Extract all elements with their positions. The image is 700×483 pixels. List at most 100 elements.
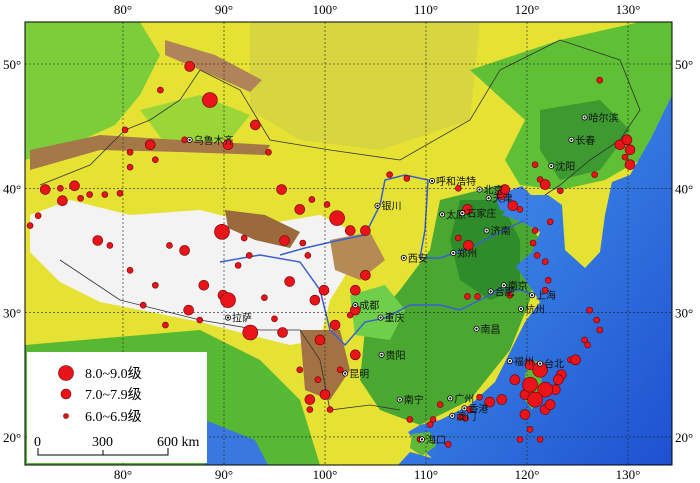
city: 南宁 [396,394,424,407]
city-marker-dot [430,179,434,182]
earthquake-marker-class-2 [314,334,326,346]
lat-label-right: 50° [675,57,693,72]
earthquake-marker-class-1 [323,201,331,208]
city-label: 北京 [484,184,504,197]
earthquake-marker-class-1 [541,258,549,265]
altai-range [165,40,262,92]
earthquake-marker-class-1 [306,406,314,413]
earthquake-marker-class-1 [584,341,591,349]
earthquake-marker-class-1 [126,148,134,156]
tianshan-range [30,135,270,170]
earthquake-marker-class-2 [360,270,371,281]
scale-label-600: 600 km [157,435,200,450]
lon-label-top: 100° [313,2,338,17]
earthquake-marker-class-1 [106,242,114,249]
earthquake-marker-class-1 [533,252,541,259]
city-label: 福州 [514,355,534,368]
earthquake-marker-class-1 [152,156,159,164]
city-marker-dot [550,164,553,168]
city: 长春 [568,135,595,147]
lat-label-right: 20° [675,430,693,445]
city: 沈阳 [548,160,575,173]
legend-symbol-small [63,413,69,419]
earthquake-marker-class-1 [261,294,268,301]
earthquake-marker-class-2 [183,304,194,316]
earthquake-marker-class-3 [214,224,230,240]
earthquake-marker-class-2 [319,389,331,400]
earthquake-marker-class-1 [308,196,316,203]
terrain [25,22,672,465]
lon-label-bottom: 80° [114,467,132,482]
city-marker-dot [485,229,488,232]
earthquake-marker-class-2 [144,139,156,151]
earthquake-marker-class-1 [152,281,159,289]
city-label: 呼和浩特 [436,176,476,188]
lon-label-top: 110° [414,2,438,17]
earthquake-marker-class-3 [522,376,538,393]
city-marker-dot [402,256,405,260]
earthquake-marker-class-1 [26,222,34,229]
city: 杭州 [517,303,545,316]
city: 台北 [537,358,564,371]
city-marker-dot [452,251,455,255]
map-frame [24,21,673,466]
earthquake-marker-class-2 [92,235,104,246]
hainan-island [410,432,436,456]
earthquake-marker-class-1 [234,262,242,269]
city: 呼和浩特 [429,176,476,188]
mongolia-steppe [250,22,480,150]
city-label: 济南 [491,225,511,238]
earthquake-marker-class-2 [39,184,51,195]
lon-label-top: 130° [616,2,641,17]
city-label: 澳门 [456,410,476,423]
earthquake-marker-class-1 [531,227,539,234]
earthquake-marker-class-1 [596,326,604,334]
ocean [398,95,672,465]
city: 南昌 [473,323,501,336]
city: 昆明 [342,369,369,381]
city: 海口 [418,433,446,446]
scale-label-0: 0 [34,435,41,450]
earthquake-marker-class-1 [531,161,539,168]
earthquake-marker-class-1 [544,276,552,284]
earthquake-marker-class-3 [242,324,259,341]
city-label: 成都 [359,300,379,312]
city-marker-dot [530,294,534,297]
legend-symbol-medium [60,388,72,400]
earthquake-marker-class-1 [326,406,334,413]
city: 银川 [374,200,402,213]
city: 石家庄 [459,207,496,220]
city-marker-dot [508,359,511,363]
lat-label-left: 30° [3,306,21,321]
earthquake-marker-class-2 [309,294,321,306]
earthquake-marker-class-1 [557,187,564,195]
earthquake-marker-class-2 [57,195,68,207]
earthquake-marker-class-1 [464,293,471,300]
city-label: 郑州 [457,247,477,260]
city-marker-dot [570,138,573,141]
earthquake-marker-class-1 [265,148,272,156]
legend: 8.0~9.0级 7.0~7.9级 6.0~6.9级 0 300 600 km [27,352,207,463]
city: 天津 [485,193,513,205]
earthquake-marker-class-1 [593,316,600,324]
earthquake-marker-class-2 [570,354,581,366]
legend-label-small: 6.0~6.9级 [85,409,142,425]
earthquake-marker-class-1 [121,126,129,134]
city: 广州 [447,393,474,405]
earthquake-marker-class-2 [496,394,508,405]
earthquake-marker-class-1 [586,306,593,314]
axis-ticks: 80° 80° 90° 90° 100° 100° 110° 110° 120° 120° 130°… [3,2,693,482]
city-label: 广州 [454,393,474,405]
earthquake-marker-class-2 [184,61,195,72]
city-label: 长春 [575,135,595,147]
earthquake-marker-class-1 [516,436,524,443]
city-marker-dot [539,362,542,365]
earthquake-marker-class-2 [621,134,633,146]
earthquake-marker-class-1 [386,171,393,178]
city-marker-dot [449,397,452,400]
earthquake-marker-class-1 [101,191,109,198]
earthquake-marker-class-1 [406,416,414,423]
city-label: 上海 [536,289,556,302]
earthquake-marker-class-1 [34,212,42,219]
earthquake-marker-class-1 [529,239,537,247]
